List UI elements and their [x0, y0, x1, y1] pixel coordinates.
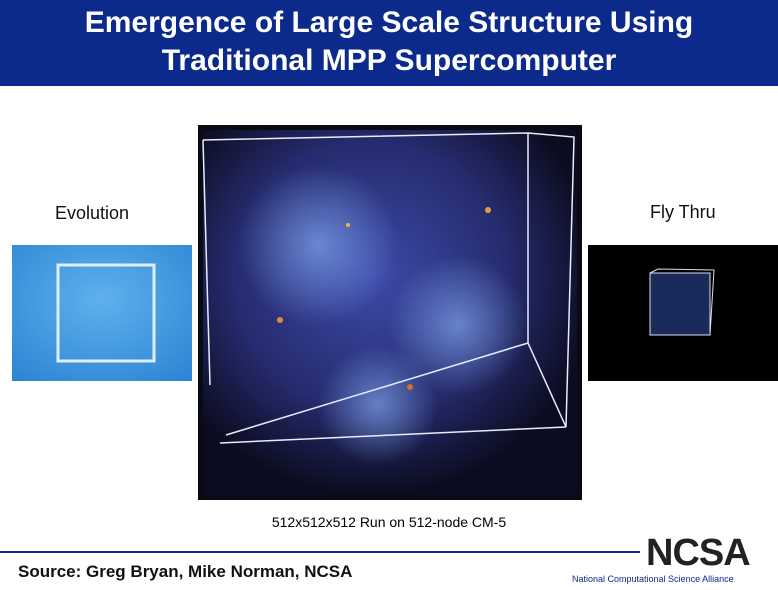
- logo: NCSA: [646, 532, 751, 574]
- footer-rule: [0, 551, 640, 553]
- simulation-image: [198, 125, 582, 500]
- tagline: National Computational Science Alliance: [572, 574, 734, 584]
- evolution-image: [12, 245, 192, 381]
- title-line: Emergence of Large Scale Structure Using: [84, 6, 694, 39]
- source: Source: Greg Bryan, Mike Norman, NCSA: [18, 562, 353, 581]
- flythru-image: [588, 245, 778, 381]
- right-label: Fly Thru: [650, 202, 716, 222]
- title-bar: Emergence of Large Scale Structure Using…: [0, 0, 778, 86]
- left-label: Evolution: [55, 203, 130, 223]
- title-line: Traditional MPP Supercomputer: [161, 44, 617, 77]
- caption: 512x512x512 Run on 512-node CM-5: [271, 514, 507, 530]
